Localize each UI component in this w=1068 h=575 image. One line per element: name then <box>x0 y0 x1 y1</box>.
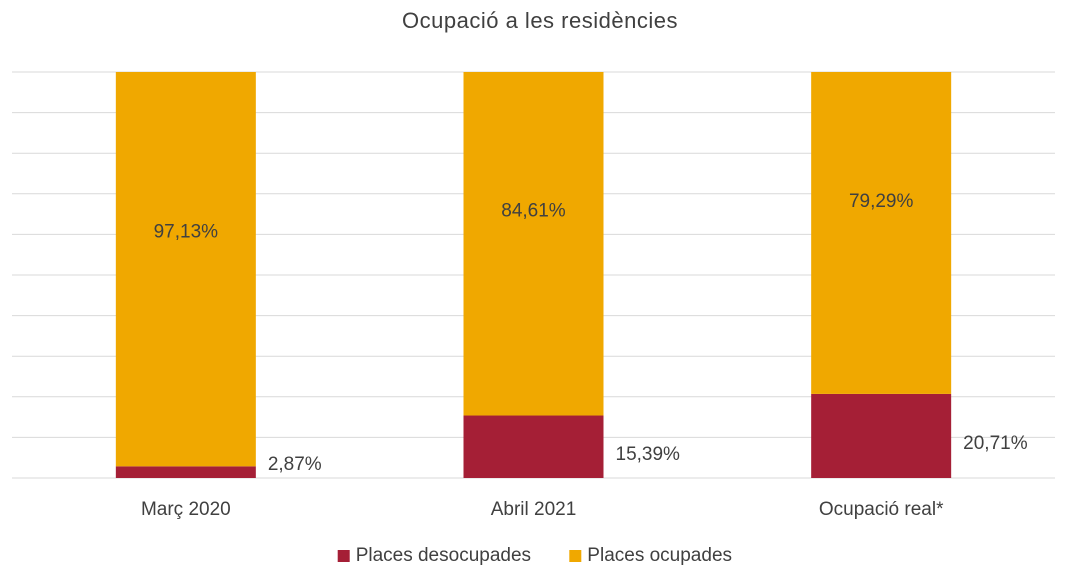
legend-swatch <box>337 550 350 562</box>
x-tick-label: Març 2020 <box>141 499 231 520</box>
data-label: 79,29% <box>849 191 914 212</box>
bar-segment <box>115 72 256 467</box>
legend-label: Places ocupades <box>587 545 732 566</box>
x-tick-label: Abril 2021 <box>491 499 577 520</box>
bar-segment <box>463 415 604 478</box>
data-label: 15,39% <box>616 444 681 465</box>
data-label: 84,61% <box>501 200 566 221</box>
data-label: 2,87% <box>268 454 322 475</box>
data-label: 20,71% <box>963 433 1028 454</box>
x-tick-label: Ocupació real* <box>819 499 944 520</box>
chart-title: Ocupació a les residències <box>402 8 678 33</box>
legend-swatch <box>569 550 582 562</box>
bar-segment <box>115 466 256 478</box>
bar-segment <box>811 393 952 478</box>
bar-segment <box>463 72 604 416</box>
data-label: 97,13% <box>154 222 219 243</box>
legend-label: Places desocupades <box>356 545 531 566</box>
bar-segment <box>811 72 952 394</box>
